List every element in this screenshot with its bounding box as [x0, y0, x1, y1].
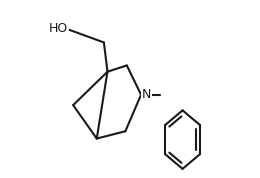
Text: HO: HO — [48, 22, 68, 35]
Text: N: N — [142, 88, 151, 101]
